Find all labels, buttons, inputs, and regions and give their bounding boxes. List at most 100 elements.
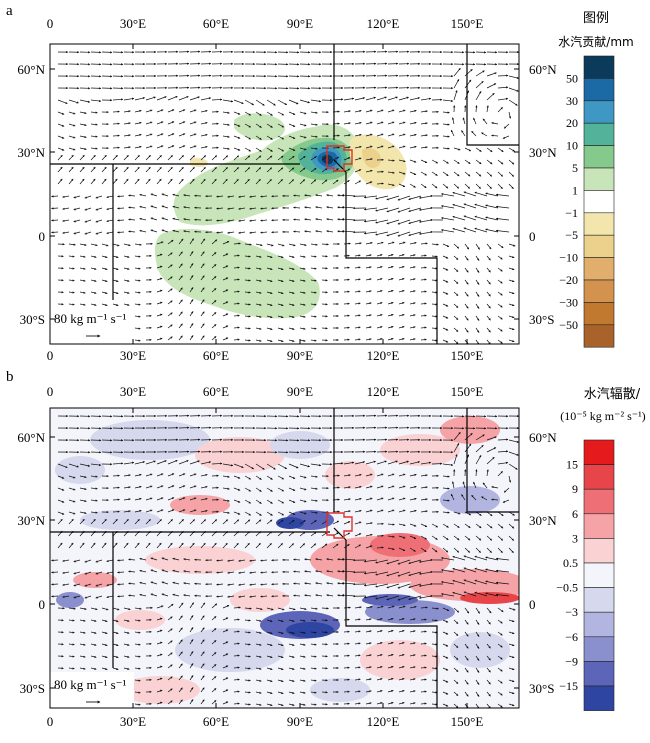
panel-b-bottom-xtick-0: 0 — [47, 714, 54, 729]
panel-b: b 0 30°E 60°E 90°E 120°E 150°E 80 kg m — [6, 369, 646, 729]
panel-b-right-yticks: 60°N 30°N 0 30°S — [529, 430, 557, 696]
panel-a-plot: 80 kg m⁻¹ s⁻¹ — [50, 44, 519, 345]
panel-a-right-yticks: 60°N 30°N 0 30°S — [529, 62, 557, 327]
panel-a-colorbar-swatch — [584, 325, 614, 347]
panel-b-ytick-60n: 60°N — [17, 430, 45, 445]
panel-a-top-xtick-0: 0 — [47, 16, 54, 31]
panel-a-legend-title-1: 图例 — [583, 11, 609, 26]
panel-b-rytick-0: 0 — [529, 597, 536, 612]
panel-a-colorbar-label: 10 — [566, 139, 578, 153]
panel-b-legend-title-1: 水汽辐散/ — [584, 387, 641, 402]
panel-b-colorbar-swatch — [584, 686, 614, 711]
panel-a-colorbar-swatch — [584, 146, 614, 168]
panel-b-bottom-xtick-150e: 150°E — [451, 714, 484, 729]
panel-b-ytick-30n: 30°N — [17, 513, 45, 528]
panel-a-colorbar-label: 20 — [566, 116, 578, 130]
panel-b-colorbar-label: −0.5 — [556, 581, 578, 595]
panel-b-colorbar-label: −6 — [565, 630, 578, 644]
panel-b-top-xticks: 0 30°E 60°E 90°E 120°E 150°E — [47, 384, 484, 399]
panel-b-legend-title-2: (10⁻⁵ kg m⁻² s⁻¹) — [560, 409, 645, 423]
panel-b-colorbar-label: 6 — [572, 507, 578, 521]
panel-b-colorbar-swatch — [584, 489, 614, 514]
panel-a-ytick-0: 0 — [39, 229, 46, 244]
panel-a-rytick-30n: 30°N — [529, 145, 557, 160]
panel-a-colorbar-swatch — [584, 235, 614, 257]
panel-b-top-xtick-60e: 60°E — [203, 384, 229, 399]
panel-a-colorbar-label: 30 — [566, 94, 578, 108]
divergence-patch — [80, 510, 160, 530]
panel-a-colorbar-label: 5 — [572, 161, 578, 175]
panel-b-rytick-60n: 60°N — [529, 430, 557, 445]
panel-a-bottom-xtick-150e: 150°E — [451, 348, 484, 363]
panel-a-colorbar-swatch — [584, 101, 614, 123]
panel-b-top-xtick-150e: 150°E — [451, 384, 484, 399]
panel-a-rytick-0: 0 — [529, 229, 536, 244]
panel-a-ytick-30n: 30°N — [17, 145, 45, 160]
panel-a-colorbar-swatch — [584, 280, 614, 302]
panel-b-plot: 80 kg m⁻¹ s⁻¹ — [50, 408, 530, 709]
panel-a-top-xtick-120e: 120°E — [367, 16, 400, 31]
divergence-patch — [73, 572, 117, 588]
panel-b-rytick-30s: 30°S — [529, 681, 554, 696]
panel-a-ytick-60n: 60°N — [17, 62, 45, 77]
panel-a-colorbar-label: −50 — [559, 318, 578, 332]
panel-a-left-yticks: 60°N 30°N 0 30°S — [17, 62, 45, 327]
panel-b-colorbar-swatch — [584, 612, 614, 637]
panel-b-colorbar-label: −9 — [565, 654, 578, 668]
divergence-patch — [450, 632, 510, 668]
panel-a-colorbar-swatch — [584, 213, 614, 235]
panel-a-colorbar-label: −20 — [559, 273, 578, 287]
panel-a-vector-scale-label: 80 kg m⁻¹ s⁻¹ — [54, 311, 127, 326]
panel-a-bottom-xtick-90e: 90°E — [287, 348, 313, 363]
panel-b-top-xtick-90e: 90°E — [287, 384, 313, 399]
divergence-patch — [56, 592, 84, 608]
panel-a-bottom-xtick-0: 0 — [47, 348, 54, 363]
divergence-patch — [440, 486, 500, 514]
panel-b-colorbar-swatch — [584, 563, 614, 588]
panel-a-rytick-60n: 60°N — [529, 62, 557, 77]
panel-a-rytick-30s: 30°S — [529, 312, 554, 327]
panel-a-bottom-xticks: 0 30°E 60°E 90°E 120°E 150°E — [47, 348, 484, 363]
panel-b-colorbar-swatch — [584, 514, 614, 539]
divergence-patch — [310, 678, 370, 702]
panel-a-top-xtick-90e: 90°E — [287, 16, 313, 31]
panel-b-vector-scale-label: 80 kg m⁻¹ s⁻¹ — [54, 677, 127, 692]
panel-b-bottom-xticks: 0 30°E 60°E 90°E 120°E 150°E — [47, 714, 484, 729]
panel-a-bottom-xtick-30e: 30°E — [120, 348, 146, 363]
panel-a-legend-title-2: 水汽贡献/mm — [558, 34, 633, 49]
panel-a-colorbar-label: 50 — [566, 71, 578, 85]
panel-a-colorbar-label: −10 — [559, 251, 578, 265]
panel-a-colorbar-label: −5 — [565, 228, 578, 242]
panel-b-colorbar-swatch — [584, 588, 614, 613]
panel-b-ytick-30s: 30°S — [20, 681, 45, 696]
panel-b-colorbar-label: 15 — [566, 458, 578, 472]
panel-a-top-xticks: 0 30°E 60°E 90°E 120°E 150°E — [47, 16, 484, 31]
panel-a-top-xtick-30e: 30°E — [120, 16, 146, 31]
panel-a-colorbar-swatch — [584, 123, 614, 145]
panel-b-bottom-xtick-30e: 30°E — [120, 714, 146, 729]
panel-b-colorbar-swatch — [584, 538, 614, 563]
divergence-patch — [270, 431, 330, 459]
panel-b-top-xtick-120e: 120°E — [367, 384, 400, 399]
divergence-patch — [360, 640, 440, 680]
panel-b-colorbar-label: 3 — [572, 531, 578, 545]
panel-a-colorbar-swatch — [584, 168, 614, 190]
panel-a-bottom-xtick-120e: 120°E — [367, 348, 400, 363]
panel-b-ytick-0: 0 — [39, 597, 46, 612]
panel-a-colorbar-swatch — [584, 78, 614, 100]
panel-b-top-xtick-30e: 30°E — [120, 384, 146, 399]
panel-a-bottom-xtick-60e: 60°E — [203, 348, 229, 363]
panel-b-left-yticks: 60°N 30°N 0 30°S — [17, 430, 45, 696]
panel-a: a 0 30°E 60°E 90°E 120°E 150°E — [6, 3, 634, 363]
panel-b-colorbar-label: 9 — [572, 482, 578, 496]
panel-b-letter: b — [6, 369, 14, 385]
panel-a-colorbar-swatch — [584, 302, 614, 324]
panel-a-top-xtick-150e: 150°E — [451, 16, 484, 31]
panel-b-colorbar-swatch — [584, 637, 614, 662]
panel-b-bottom-xtick-60e: 60°E — [203, 714, 229, 729]
panel-b-legend: 水汽辐散/ (10⁻⁵ kg m⁻² s⁻¹) 159630.5−0.5−3−6… — [556, 387, 645, 711]
divergence-patch — [230, 588, 290, 612]
panel-a-ytick-30s: 30°S — [20, 312, 45, 327]
